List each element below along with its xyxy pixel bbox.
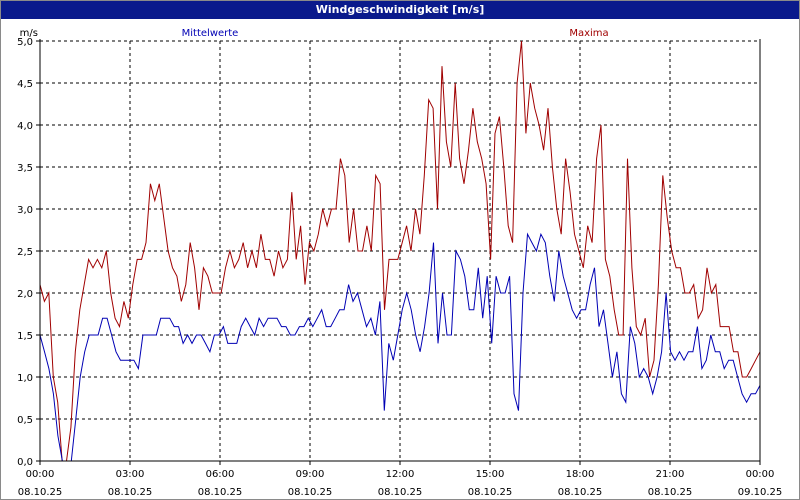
wind-speed-chart: 0,0 0,5 1,0 1,5 2,0 2,5 3,0 3,5 4,0 4,5 5,0 00:00 08… (17, 28, 782, 498)
axes (36, 39, 761, 465)
y-axis-unit-label: m/s (20, 28, 38, 39)
x-tick-date: 08.10.25 (18, 487, 63, 498)
x-tick-time: 00:00 (26, 469, 55, 480)
x-tick-time: 00:00 (746, 469, 775, 480)
y-tick-label: 3,5 (17, 163, 33, 174)
x-tick-date: 08.10.25 (558, 487, 603, 498)
y-tick-label: 5,0 (17, 37, 33, 48)
y-tick-label: 1,5 (17, 331, 33, 342)
x-tick-time: 15:00 (476, 469, 505, 480)
x-tick-time: 18:00 (566, 469, 595, 480)
axis-labels: 0,0 0,5 1,0 1,5 2,0 2,5 3,0 3,5 4,0 4,5 5,0 00:00 08… (17, 28, 782, 498)
x-tick-time: 12:00 (386, 469, 415, 480)
x-tick-date: 08.10.25 (648, 487, 693, 498)
y-tick-label: 1,0 (17, 373, 33, 384)
x-tick-date: 08.10.25 (468, 487, 513, 498)
y-tick-label: 4,5 (17, 79, 33, 90)
x-tick-date: 08.10.25 (198, 487, 243, 498)
x-tick-time: 09:00 (296, 469, 325, 480)
y-tick-label: 4,0 (17, 121, 33, 132)
y-tick-label: 0,5 (17, 415, 33, 426)
x-tick-time: 21:00 (656, 469, 685, 480)
chart-title: Windgeschwindigkeit [m/s] (1, 1, 799, 19)
y-tick-label: 2,0 (17, 289, 33, 300)
series-layer (39, 40, 761, 462)
x-tick-date: 08.10.25 (288, 487, 333, 498)
x-tick-date: 09.10.25 (738, 487, 783, 498)
x-tick-time: 06:00 (206, 469, 235, 480)
x-tick-date: 08.10.25 (108, 487, 153, 498)
x-tick-date: 08.10.25 (378, 487, 423, 498)
series-line-mean (39, 232, 761, 462)
y-tick-label: 2,5 (17, 247, 33, 258)
legend-label-mean: Mittelwerte (182, 28, 239, 39)
legend: Mittelwerte Maxima (182, 28, 609, 39)
x-tick-time: 03:00 (116, 469, 145, 480)
y-tick-label: 3,0 (17, 205, 33, 216)
series-line-max (39, 40, 761, 462)
y-tick-label: 0,0 (17, 457, 33, 468)
legend-label-max: Maxima (569, 28, 608, 39)
